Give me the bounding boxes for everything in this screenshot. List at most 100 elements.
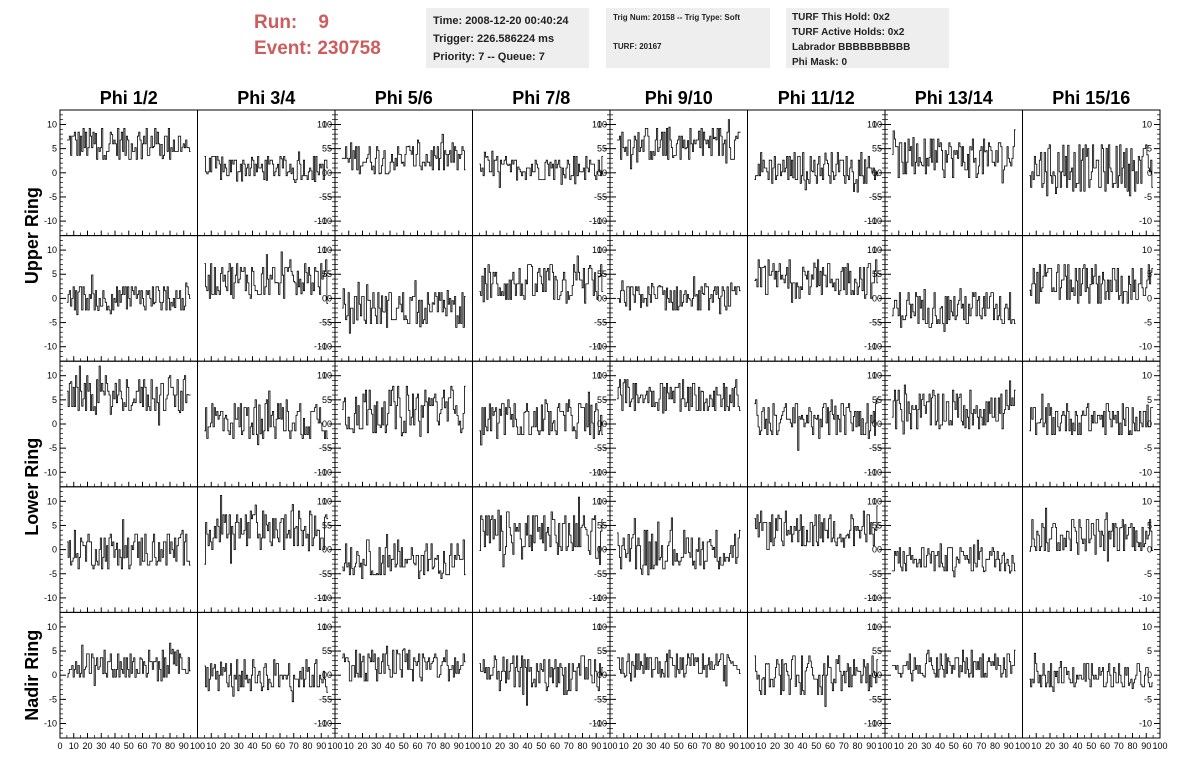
y-tick-label: -5 [594,443,602,453]
waveform-trace [1029,264,1154,304]
y-tick-label: 10 [867,496,877,506]
x-tick-label: 60 [275,741,285,751]
x-tick-label: 30 [784,741,794,751]
waveform-trace [754,152,879,193]
y-tick-label: -10 [44,342,57,352]
waveform-trace [479,150,604,188]
y-tick-label: -10 [319,216,332,226]
y-tick-label: 10 [47,496,57,506]
y-tick-label: 5 [877,395,882,405]
waveform-trace [204,151,329,183]
waveform-trace [616,276,741,315]
y-tick-label: -5 [594,192,602,202]
y-tick-label: 10 [1142,622,1152,632]
y-tick-label: -10 [1139,719,1152,729]
waveform-trace [479,255,604,304]
x-tick-label: 70 [839,741,849,751]
y-tick-label: -10 [594,342,607,352]
y-tick-label: 0 [602,293,607,303]
y-tick-label: 0 [872,545,877,555]
y-tick-label: 10 [1142,119,1152,129]
y-tick-label: -10 [864,719,877,729]
waveform-trace [1029,652,1154,692]
x-tick-label: 40 [935,741,945,751]
column-title: Phi 9/10 [645,88,713,108]
y-tick-label: 0 [52,545,57,555]
y-tick-label: 0 [1147,545,1152,555]
y-tick-label: 5 [597,144,602,154]
waveform-trace [204,390,329,446]
y-tick-label: 10 [597,622,607,632]
x-tick-label: 40 [660,741,670,751]
column-title: Phi 3/4 [237,88,295,108]
y-tick-label: -5 [324,443,332,453]
x-tick-label: 40 [797,741,807,751]
x-tick-label: 60 [412,741,422,751]
time-info-box: Time: 2008-12-20 00:40:24 Trigger: 226.5… [426,8,589,68]
y-tick-label: -5 [324,192,332,202]
x-tick-label: 0 [57,741,62,751]
x-tick-label: 30 [509,741,519,751]
y-tick-label: -5 [869,443,877,453]
trigger-line: Trigger: 226.586224 ms [433,33,555,45]
y-tick-label: -5 [1144,318,1152,328]
priority-line: Priority: 7 -- Queue: 7 [433,51,545,63]
y-tick-label: 10 [872,245,882,255]
trigger-info-box: Trig Num: 20158 -- Trig Type: Soft TURF:… [606,8,770,68]
x-tick-label: 80 [440,741,450,751]
y-tick-label: 0 [52,168,57,178]
run-event-header: Run: 9 Event: 230758 [254,10,381,62]
x-tick-label: 90 [316,741,326,751]
y-tick-label: -5 [594,694,602,704]
y-tick-label: -10 [44,467,57,477]
y-tick-label: 5 [602,520,607,530]
x-tick-label: 10 [619,741,629,751]
y-tick-label: -10 [589,467,602,477]
y-tick-label: 10 [317,245,327,255]
time-line: Time: 2008-12-20 00:40:24 [433,15,569,27]
y-tick-label: 5 [872,646,877,656]
y-tick-label: 10 [47,622,57,632]
y-tick-label: 0 [327,419,332,429]
y-tick-label: 10 [317,119,327,129]
y-tick-label: 5 [877,520,882,530]
x-tick-label: 80 [1127,741,1137,751]
x-tick-label: 100 [1015,741,1030,751]
y-tick-label: 10 [592,371,602,381]
waveform-trace [616,379,741,414]
x-tick-label: 90 [866,741,876,751]
y-tick-label: 5 [327,269,332,279]
waveform-trace [1029,144,1154,197]
x-tick-label: 20 [1045,741,1055,751]
y-tick-label: 0 [327,168,332,178]
x-tick-label: 90 [454,741,464,751]
y-tick-label: 5 [1147,395,1152,405]
panel-frame [884,486,1023,613]
waveform-trace [754,259,879,303]
y-tick-label: -5 [599,443,607,453]
y-tick-label: -10 [864,593,877,603]
y-tick-label: 10 [592,622,602,632]
y-tick-label: -10 [864,342,877,352]
x-tick-label: 30 [371,741,381,751]
x-tick-label: 90 [1141,741,1151,751]
labrador-line: Labrador BBBBBBBBBB [792,42,911,53]
x-tick-label: 70 [426,741,436,751]
y-tick-label: -5 [869,569,877,579]
y-tick-label: -5 [599,569,607,579]
run-row: Run: 9 [254,10,381,36]
y-tick-label: -10 [1139,467,1152,477]
y-tick-label: -5 [599,694,607,704]
waveform-trace [341,534,466,579]
y-tick-label: 0 [322,419,327,429]
y-tick-label: 10 [867,245,877,255]
y-tick-label: -10 [869,342,882,352]
y-tick-label: 10 [322,245,332,255]
y-tick-label: 10 [317,622,327,632]
x-tick-label: 100 [327,741,342,751]
y-tick-label: 10 [872,496,882,506]
waveform-trace [1029,507,1154,562]
event-label: Event: [254,38,313,59]
y-tick-label: 5 [327,646,332,656]
y-tick-label: 0 [602,419,607,429]
